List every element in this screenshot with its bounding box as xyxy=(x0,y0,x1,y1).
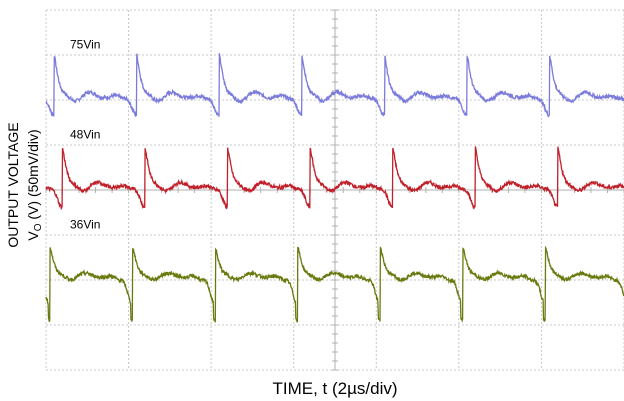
y-axis-label-line1: OUTPUT VOLTAGE xyxy=(5,122,21,247)
trace-label-36vin: 36Vin xyxy=(70,217,100,231)
trace-label-75vin: 75Vin xyxy=(70,37,100,51)
trace-48vin xyxy=(45,146,624,211)
y-axis-label-line2: VO (V) (50mV/div) xyxy=(25,129,44,240)
trace-75vin xyxy=(45,53,624,118)
traces xyxy=(45,53,624,323)
trace-36vin xyxy=(45,245,624,323)
x-axis-label: TIME, t (2µs/div) xyxy=(272,379,398,398)
y-axis-label: OUTPUT VOLTAGE VO (V) (50mV/div) xyxy=(2,0,46,376)
trace-label-48vin: 48Vin xyxy=(70,127,100,141)
trace-labels: 75Vin 48Vin 36Vin xyxy=(70,37,100,231)
